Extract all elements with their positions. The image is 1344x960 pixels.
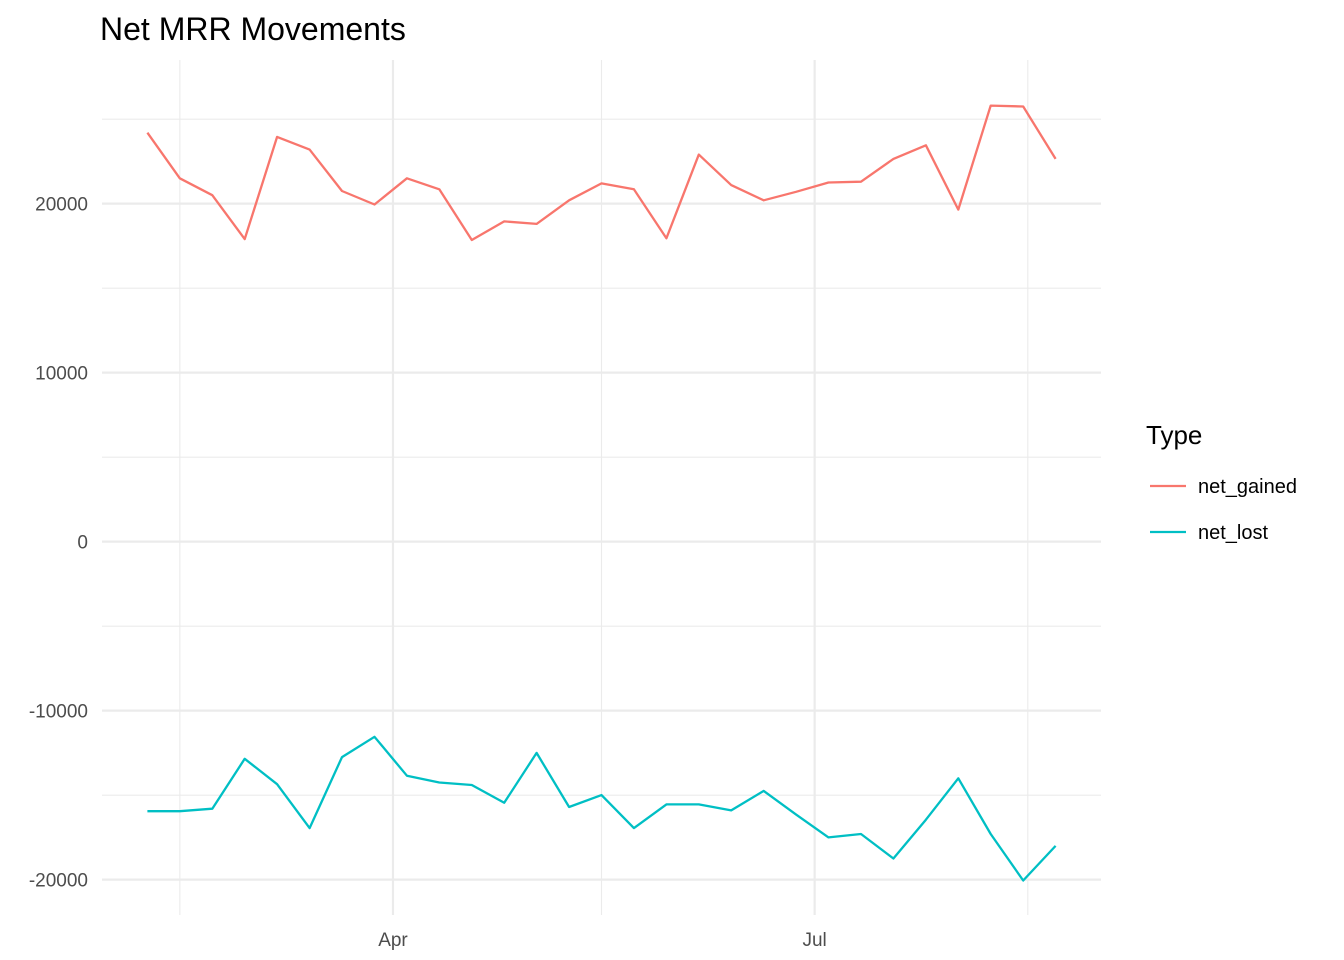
series-lines (146, 104, 1057, 882)
y-tick-label: 0 (77, 533, 88, 554)
y-axis-tick-labels: -20000 -10000 0 10000 20000 (29, 195, 88, 892)
legend: Type net_gained net_lost (1146, 420, 1297, 544)
legend-title: Type (1146, 420, 1202, 450)
legend-label: net_lost (1198, 522, 1268, 544)
minor-gridlines (102, 60, 1101, 915)
series-line-net-gained (146, 104, 1057, 242)
y-tick-label: 20000 (35, 195, 88, 216)
legend-label: net_gained (1198, 476, 1297, 498)
y-tick-label: -10000 (29, 702, 88, 723)
x-tick-label: Jul (802, 930, 826, 951)
y-tick-label: 10000 (35, 364, 88, 385)
major-gridlines (102, 60, 1101, 915)
x-axis-tick-labels: Apr Jul (378, 930, 827, 951)
chart-title: Net MRR Movements (100, 11, 406, 47)
series-line-net-lost (147, 735, 1057, 882)
y-tick-label: -20000 (29, 871, 88, 892)
x-tick-label: Apr (378, 930, 408, 951)
